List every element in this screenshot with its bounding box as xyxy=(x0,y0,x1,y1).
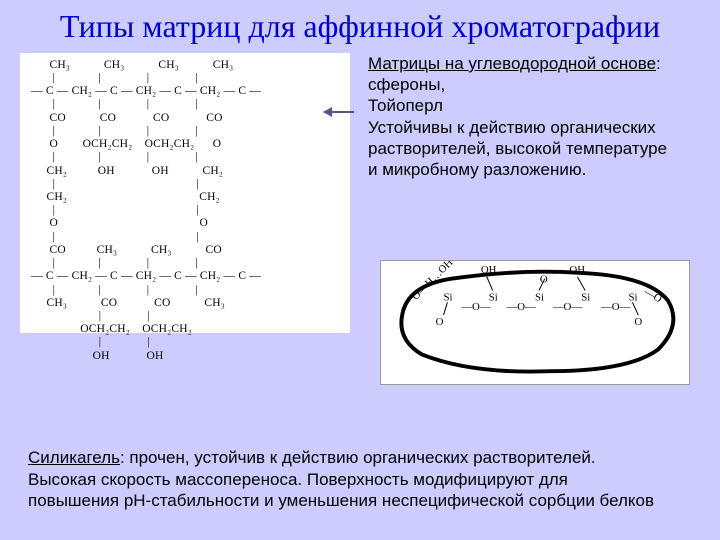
svg-text:—O—: —O— xyxy=(505,301,536,313)
slide-title: Типы матриц для аффинной хроматографии xyxy=(0,0,720,49)
svg-text:Si: Si xyxy=(581,291,590,303)
svg-text:—O—: —O— xyxy=(460,301,491,313)
silicagel-text: Силикагель: прочен, устойчив к действию … xyxy=(28,447,692,512)
text-span: Высокая скорость массопереноса. Поверхно… xyxy=(28,470,568,489)
text-line: растворителей, высокой температуре xyxy=(368,138,700,159)
svg-text:O: O xyxy=(634,316,642,328)
text-span: повышения pH-стабильности и уменьшения н… xyxy=(28,491,654,510)
svg-text:—O—: —O— xyxy=(552,301,583,313)
silicagel-label: Силикагель xyxy=(28,448,120,467)
text-line: и микробному разложению. xyxy=(368,159,700,180)
text-line: Тойоперл xyxy=(368,95,700,116)
svg-text:O: O xyxy=(540,274,548,286)
silica-diagram: O—H…OH OH OH Si —O— Si —O— Si —O— Si —O—… xyxy=(381,261,689,384)
svg-text:OH: OH xyxy=(481,264,497,276)
silica-particle-panel: O—H…OH OH OH Si —O— Si —O— Si —O— Si —O—… xyxy=(380,260,690,385)
polymer-structure-panel: CH₃ CH₃ CH₃ CH₃ | | | | — C — CH₂ — C — … xyxy=(20,53,350,333)
svg-text:Si: Si xyxy=(489,291,498,303)
text-line: Устойчивы к действию органических xyxy=(368,117,700,138)
text-line: Матрицы на углеводородной основе: xyxy=(368,53,700,74)
svg-text:Si: Si xyxy=(535,291,544,303)
svg-text:Si: Si xyxy=(443,291,452,303)
polymer-structure: CH₃ CH₃ CH₃ CH₃ | | | | — C — CH₂ — C — … xyxy=(28,59,342,363)
text-line: сфероны, xyxy=(368,74,700,95)
svg-text:Si: Si xyxy=(628,291,637,303)
svg-text:—O—: —O— xyxy=(600,301,631,313)
pointer-arrow-icon xyxy=(324,111,354,113)
svg-text:OH: OH xyxy=(569,264,585,276)
svg-text:O: O xyxy=(436,316,444,328)
text-span: : прочен, устойчив к действию органическ… xyxy=(120,448,596,467)
